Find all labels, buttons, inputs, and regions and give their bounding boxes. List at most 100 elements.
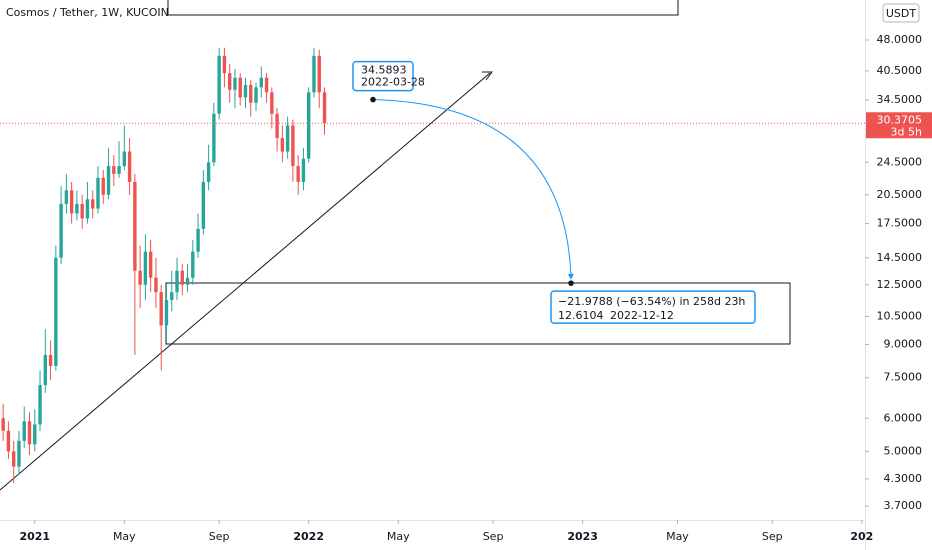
- candle-body: [101, 177, 105, 195]
- candle-body: [180, 270, 184, 285]
- candle-body: [280, 138, 285, 152]
- candle-body: [317, 55, 321, 93]
- candle-body: [22, 421, 26, 441]
- currency: USDT: [886, 7, 917, 20]
- candle-body: [54, 257, 58, 366]
- candle-body: [275, 113, 279, 139]
- candle-body: [233, 77, 237, 90]
- y-tick-label: 5.0000: [884, 444, 923, 457]
- trend-line: [0, 72, 491, 491]
- measure-change: −21.9788 (−63.54%) in 258d 23h: [558, 295, 745, 308]
- plot-area: [0, 0, 791, 491]
- candle-body: [1, 418, 5, 431]
- measure-start-box: [352, 60, 414, 92]
- candle-body: [217, 55, 221, 114]
- candle-body: [75, 203, 79, 214]
- candle-body: [259, 77, 263, 88]
- candle-body: [238, 77, 242, 98]
- candle-body: [117, 166, 121, 174]
- candle-body: [154, 277, 158, 293]
- candle-body: [212, 113, 216, 163]
- x-tick-label: May: [113, 530, 136, 543]
- candle-body: [59, 203, 63, 258]
- candle-body: [122, 151, 127, 167]
- currency-badge[interactable]: [882, 3, 920, 23]
- y-tick-label: 3.7000: [884, 499, 923, 512]
- y-tick-label: 48.0000: [877, 33, 923, 46]
- candle-body: [38, 385, 42, 425]
- candle-body: [48, 354, 53, 366]
- candle-body: [143, 251, 148, 285]
- x-tick-label: 202: [850, 530, 873, 543]
- price-label: 30.3705: [877, 113, 923, 126]
- candle-body: [175, 270, 179, 293]
- candle-body: [206, 162, 211, 182]
- candle-body: [196, 228, 200, 252]
- candle-body: [322, 92, 327, 124]
- measure-start-date: 2022-03-28: [361, 76, 425, 89]
- candle-body: [106, 166, 111, 195]
- candle-body: [191, 251, 195, 278]
- candle-body: [254, 87, 258, 103]
- candle-body: [301, 158, 306, 182]
- y-tick-label: 24.5000: [877, 155, 923, 168]
- y-tick-label: 12.5000: [877, 278, 923, 291]
- measure-start-point: [370, 96, 376, 103]
- candle-body: [164, 299, 169, 326]
- candle-body: [127, 151, 132, 182]
- y-tick-label: 6.0000: [884, 411, 923, 424]
- candle-body: [264, 77, 269, 93]
- trend-arrow: [482, 71, 493, 81]
- candle-body: [96, 177, 100, 209]
- candle-body: [112, 166, 116, 174]
- candle-body: [85, 199, 90, 219]
- candle-body: [201, 181, 206, 229]
- y-tick-label: 20.5000: [877, 188, 923, 201]
- candle-body: [64, 190, 69, 204]
- candle-body: [148, 251, 153, 278]
- y-tick-label: 14.5000: [877, 251, 923, 264]
- y-tick-label: 17.5000: [877, 217, 923, 230]
- candle-body: [80, 203, 84, 219]
- x-tick-label: May: [666, 530, 689, 543]
- candle-body: [243, 84, 248, 98]
- candle-body: [312, 55, 316, 93]
- y-tick-label: 4.3000: [884, 472, 923, 485]
- x-tick-label: May: [387, 530, 410, 543]
- candle-body: [222, 55, 227, 74]
- x-tick-label: Sep: [483, 530, 504, 543]
- chart-title: Cosmos / Tether, 1W, KUCOIN: [6, 6, 169, 19]
- candle-body: [91, 199, 95, 209]
- candle-body: [227, 73, 232, 90]
- x-tick-label: Sep: [209, 530, 230, 543]
- drawn-rectangle: [167, 0, 679, 16]
- candle-body: [27, 421, 32, 445]
- measure-curve: [372, 99, 574, 280]
- candle-body: [291, 125, 295, 167]
- countdown: 3d 5h: [891, 125, 922, 138]
- measure-end-date: 2022-12-12: [610, 309, 674, 322]
- candle-body: [285, 125, 290, 152]
- measure-end-box: [550, 290, 756, 324]
- candle-body: [249, 84, 253, 103]
- candle-body: [17, 440, 21, 467]
- candle-body: [6, 430, 11, 452]
- y-tick-label: 9.0000: [884, 338, 923, 351]
- candle-body: [43, 354, 48, 386]
- y-tick-label: 40.5000: [877, 64, 923, 77]
- candle-body: [11, 451, 16, 467]
- x-tick-label: 2023: [567, 530, 598, 543]
- candle-body: [307, 92, 311, 159]
- candle-body: [133, 181, 137, 271]
- y-tick-label: 34.5000: [877, 93, 923, 106]
- price-label-box: [866, 112, 932, 139]
- candle-body: [159, 292, 163, 326]
- candle-body: [185, 277, 190, 285]
- candle-body: [170, 292, 174, 300]
- candle-body: [296, 166, 300, 182]
- x-tick-label: 2021: [19, 530, 50, 543]
- measure-start-price: 34.5893: [361, 64, 407, 77]
- candle-body: [69, 190, 74, 214]
